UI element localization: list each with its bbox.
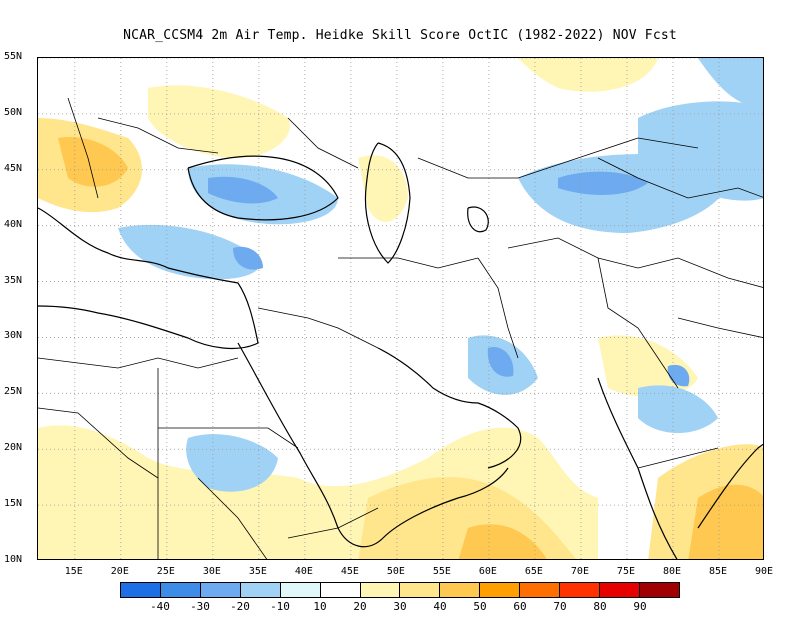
colorbar-swatch [600,583,640,597]
coast-persiangulf [377,347,522,469]
shade-turkey-negative [118,224,260,280]
colorbar-swatch [320,583,361,597]
colorbar-swatch [520,583,561,597]
country-borders [38,97,763,559]
colorbar-tick-label: -30 [190,600,210,613]
coast-caspian [364,142,411,264]
colorbar-swatch [160,583,201,597]
shade-siberia-negative [698,58,763,108]
colorbar-tick-label: 60 [513,600,527,613]
lon-tick-label: 80E [662,566,681,577]
lat-tick-label: 30N [4,330,23,342]
shade-bengal-orange [688,484,763,559]
map-panel [37,57,764,560]
lat-tick-label: 40N [4,218,23,230]
colorbar-swatch [560,583,601,597]
colorbar-swatch [360,583,401,597]
shade-caspian-positive [358,155,408,222]
colorbar-tick-label: 20 [353,600,367,613]
lon-tick-label: 90E [754,566,774,577]
colorbar-tick-label: 70 [553,600,567,613]
lon-tick-label: 40E [294,566,313,577]
lon-tick-label: 30E [202,566,221,577]
shade-mongolia-negative [638,101,763,201]
coast-aral [467,206,489,233]
colorbar-swatch [240,583,281,597]
colorbar [120,582,680,598]
coast-bengal [697,443,763,529]
lon-tick-label: 50E [386,566,405,577]
colorbar-tick-label: 40 [433,600,447,613]
shade-turkey-dark [233,246,263,270]
skill-score-map [38,58,763,559]
lon-tick-label: 75E [616,566,635,577]
colorbar-swatch [400,583,441,597]
lat-tick-label: 50N [4,106,23,118]
lon-tick-label: 20E [110,566,129,577]
lon-tick-label: 70E [570,566,589,577]
colorbar-tick-label: 10 [313,600,327,613]
lon-tick-label: 45E [340,566,359,577]
chart-title: NCAR_CCSM4 2m Air Temp. Heidke Skill Sco… [123,28,677,43]
shade-india-negative [638,385,718,433]
lat-tick-label: 45N [4,162,23,174]
colorbar-tick-label: 50 [473,600,487,613]
colorbar-tick-label: 90 [633,600,647,613]
shade-arctic-positive [518,58,658,92]
shade-egypt-negative [186,434,278,492]
lon-tick-label: 60E [478,566,497,577]
colorbar-tick-label: -10 [270,600,290,613]
colorbar-swatch [200,583,241,597]
lon-tick-label: 35E [248,566,267,577]
lon-tick-label: 55E [432,566,451,577]
lat-tick-label: 10N [4,554,23,565]
lat-tick-label: 55N [4,51,23,62]
shade-ukraine-positive [148,85,290,158]
lon-tick-label: 85E [708,566,728,577]
shade-blacksea-dark [208,176,278,204]
shade-arabian-orange [458,524,547,559]
colorbar-swatch [121,583,161,597]
coast-mediterranean [38,207,259,349]
shading-layer [38,58,763,559]
colorbar-swatch [639,583,679,597]
shade-kazakh-dark [558,171,648,195]
colorbar-tick-label: -20 [230,600,250,613]
colorbar-tick-label: 30 [393,600,407,613]
colorbar-tick-label: -40 [150,600,170,613]
coast-blacksea [187,155,339,221]
lon-tick-label: 65E [524,566,543,577]
colorbar-swatch [440,583,481,597]
colorbar-tick-label: 80 [593,600,607,613]
coast-redsea [237,342,339,529]
colorbar-swatch [480,583,521,597]
shade-iran-dark [487,347,514,377]
lat-tick-label: 15N [4,498,23,510]
lat-tick-label: 35N [4,274,23,286]
lat-tick-label: 25N [4,386,23,398]
lat-tick-label: 20N [4,442,23,454]
coast-africa-east [337,467,509,548]
shade-balkans-orange [58,137,128,187]
lon-tick-label: 25E [156,566,175,577]
lon-tick-label: 15E [64,566,83,577]
colorbar-swatch [280,583,321,597]
